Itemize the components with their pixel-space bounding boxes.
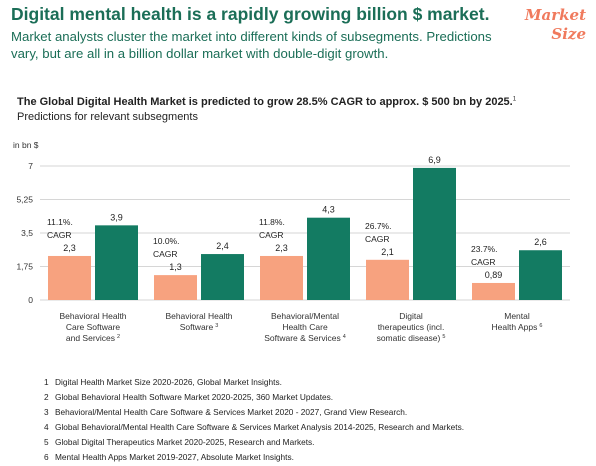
data-label: 2,6 (534, 237, 547, 247)
data-label: 2,1 (381, 247, 394, 257)
badge-line-1: Market (524, 6, 586, 24)
y-tick-label: 0 (28, 295, 33, 305)
cagr-label: CAGR (259, 230, 284, 240)
x-tick-ref: 5 (442, 334, 445, 340)
x-tick-label: Software 3 (180, 322, 219, 332)
x-tick-ref: 3 (215, 323, 218, 329)
x-tick-label: and Services 2 (66, 333, 120, 343)
x-tick-label: Behavioral Health (59, 311, 126, 321)
footnote-6: 6 Mental Health Apps Market 2019-2027, Ab… (44, 452, 294, 462)
bar (260, 255, 303, 300)
bar (519, 250, 562, 300)
data-label: 2,3 (275, 243, 288, 253)
cagr-label: CAGR (47, 230, 72, 240)
bar (201, 254, 244, 300)
bar (48, 255, 91, 300)
footnote-2: 2 Global Behavioral Health Software Marke… (44, 392, 334, 402)
bar (307, 217, 350, 300)
bar (472, 282, 515, 300)
cagr-label: CAGR (365, 234, 390, 244)
x-tick-label: Health Apps 6 (492, 322, 543, 332)
x-tick-label: Behavioral Health (165, 311, 232, 321)
data-label: 6,9 (428, 155, 441, 165)
chart-subtitle: Predictions for relevant subsegments (17, 111, 198, 123)
data-label: 2,4 (216, 241, 229, 251)
cagr-value: 26.7%. (365, 221, 391, 231)
x-tick-label: Care Software (66, 322, 121, 332)
cagr-value: 11.1%. (47, 217, 73, 227)
headline: Digital mental health is a rapidly growi… (11, 4, 490, 24)
footnote-4: 4 Global Behavioral/Mental Health Care So… (44, 422, 465, 432)
cagr-value: 11.8%. (259, 217, 285, 227)
y-tick-label: 3,5 (21, 228, 33, 238)
bar (95, 225, 138, 300)
x-tick-label: Digital (399, 311, 423, 321)
x-tick-label: Software & Services 4 (264, 333, 346, 343)
x-tick-label: somatic disease) 5 (377, 333, 446, 343)
y-tick-label: 5,25 (16, 195, 33, 205)
bar (413, 167, 456, 300)
footnote-5: 5 Global Digital Therapeutics Market 2020… (44, 437, 315, 447)
data-label: 4,3 (322, 205, 335, 215)
y-tick-label: 7 (28, 161, 33, 171)
x-tick-ref: 2 (117, 334, 120, 340)
chart-title-text: The Global Digital Health Market is pred… (17, 96, 513, 108)
data-label: 3,9 (110, 212, 123, 222)
chart-title: The Global Digital Health Market is pred… (17, 96, 516, 108)
intro-text: Market analysts cluster the market into … (11, 29, 492, 61)
market-size-badge: Market Size (516, 6, 586, 44)
cagr-value: 23.7%. (471, 244, 497, 254)
y-tick-label: 1,75 (16, 262, 33, 272)
y-axis-label: in bn $ (13, 140, 39, 150)
data-label: 1,3 (169, 262, 182, 272)
x-tick-ref: 4 (343, 334, 346, 340)
footnotes: 1 Digital Health Market Size 2020-2026, G… (44, 375, 464, 465)
x-tick-label: Mental (504, 311, 530, 321)
bar (154, 275, 197, 300)
cagr-value: 10.0%. (153, 236, 179, 246)
cagr-label: CAGR (153, 249, 178, 259)
chart-title-ref: 1 (512, 96, 517, 103)
footnote-1: 1 Digital Health Market Size 2020-2026, G… (44, 377, 282, 387)
footnote-3: 3 Behavioral/Mental Health Care Software … (44, 407, 408, 417)
bar (366, 259, 409, 300)
x-tick-label: therapeutics (incl. (378, 322, 445, 332)
badge-line-2: Size (551, 25, 586, 43)
x-tick-label: Behavioral/Mental (271, 311, 339, 321)
x-tick-ref: 6 (539, 323, 542, 329)
data-label: 0,89 (485, 270, 503, 280)
cagr-label: CAGR (471, 257, 496, 267)
x-tick-label: Health Care (282, 322, 328, 332)
data-label: 2,3 (63, 243, 76, 253)
